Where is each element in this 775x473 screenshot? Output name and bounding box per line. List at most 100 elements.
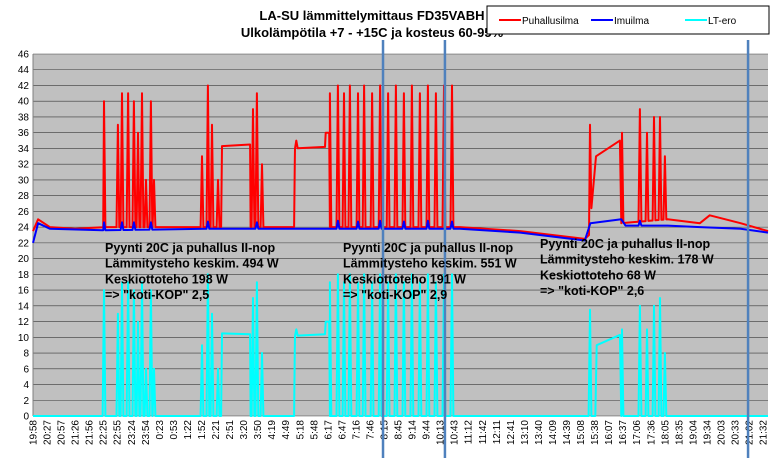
- annotation-text: => "koti-KOP" 2,9: [343, 288, 447, 302]
- y-tick-label: 46: [18, 50, 30, 61]
- y-tick-label: 42: [18, 81, 30, 92]
- x-tick-label: 22:25: [99, 420, 110, 445]
- x-tick-label: 15:38: [590, 420, 601, 445]
- x-tick-label: 14:39: [562, 420, 573, 445]
- x-tick-label: 3:20: [239, 420, 250, 440]
- y-tick-label: 24: [18, 223, 30, 234]
- legend: Puhallusilma Imuilma LT-ero: [486, 5, 770, 35]
- x-tick-label: 2:51: [225, 420, 236, 440]
- y-tick-label: 16: [18, 286, 30, 297]
- x-tick-label: 18:05: [660, 420, 671, 445]
- x-tick-label: 20:33: [731, 420, 742, 445]
- x-tick-label: 15:08: [576, 420, 587, 445]
- annotation-text: Pyynti 20C ja puhallus II-nop: [540, 237, 711, 251]
- x-tick-label: 7:46: [365, 420, 376, 440]
- marker-lines: [381, 40, 750, 458]
- y-tick-label: 44: [18, 65, 30, 76]
- x-tick-label: 7:16: [351, 420, 362, 440]
- x-tick-label: 12:11: [492, 420, 503, 445]
- y-tick-label: 20: [18, 254, 30, 265]
- x-tick-label: 21:26: [71, 420, 82, 445]
- y-tick-label: 38: [18, 112, 30, 123]
- series-line-imuilma: [32, 218, 769, 244]
- annotations: Pyynti 20C ja puhallus II-nop Lämmitysteh…: [105, 237, 714, 302]
- x-tick-label: 1:22: [183, 420, 194, 440]
- y-tick-label: 32: [18, 160, 30, 171]
- x-tick-label: 22:55: [113, 420, 124, 445]
- gridlines: [32, 53, 768, 417]
- chart-subtitle: Ulkolämpötila +7 - +15C ja kosteus 60-95…: [241, 25, 504, 40]
- x-tick-label: 17:36: [646, 420, 657, 445]
- annotation-text: Lämmitysteho keskim. 178 W: [540, 253, 714, 267]
- y-tick-label: 0: [23, 412, 29, 423]
- y-tick-label: 4: [23, 380, 29, 391]
- legend-box: [486, 5, 770, 35]
- x-tick-label: 6:17: [323, 420, 334, 440]
- y-tick-label: 14: [18, 301, 30, 312]
- annotation-text: Keskiottoteho 198 W: [105, 272, 228, 286]
- chart-title: LA-SU lämmittelymittaus FD35VABH: [259, 8, 484, 23]
- x-tick-label: 19:04: [688, 420, 699, 445]
- x-tick-label: 5:48: [309, 420, 320, 440]
- x-tick-label: 9:14: [408, 420, 419, 440]
- x-tick-label: 11:42: [478, 420, 489, 445]
- series-line-lt-ero: [33, 273, 768, 417]
- x-tick-label: 4:49: [281, 420, 292, 440]
- y-tick-label: 18: [18, 270, 30, 281]
- x-tick-label: 0:23: [155, 420, 166, 440]
- y-tick-label: 8: [23, 349, 29, 360]
- annotation-block: Pyynti 20C ja puhallus II-nop Lämmitysteh…: [105, 241, 279, 302]
- annotation-text: Pyynti 20C ja puhallus II-nop: [105, 241, 276, 255]
- y-tick-label: 22: [18, 238, 30, 249]
- x-tick-label: 19:58: [29, 420, 40, 445]
- x-tick-label: 20:57: [57, 420, 68, 445]
- x-tick-label: 4:19: [267, 420, 278, 440]
- y-tick-label: 2: [23, 396, 29, 407]
- plot-area: [33, 54, 768, 416]
- legend-label-lt-ero: LT-ero: [708, 16, 737, 27]
- legend-label-imuilma: Imuilma: [614, 16, 649, 27]
- y-tick-label: 28: [18, 191, 30, 202]
- y-tick-label: 40: [18, 97, 30, 108]
- annotation-text: Lämmitysteho keskim. 551 W: [343, 257, 517, 271]
- y-tick-label: 36: [18, 128, 30, 139]
- annotation-text: Keskiottoteho 191 W: [343, 272, 466, 286]
- y-tick-label: 26: [18, 207, 30, 218]
- y-axis-ticks: 0246810121416182022242628303234363840424…: [18, 50, 30, 423]
- x-tick-label: 18:35: [674, 420, 685, 445]
- y-tick-label: 6: [23, 364, 29, 375]
- annotation-text: Lämmitysteho keskim. 494 W: [105, 257, 279, 271]
- x-tick-label: 9:44: [422, 420, 433, 440]
- x-tick-label: 13:10: [520, 420, 531, 445]
- x-tick-label: 8:45: [394, 420, 405, 440]
- x-tick-label: 20:27: [43, 420, 54, 445]
- x-tick-label: 10:13: [436, 420, 447, 445]
- x-tick-label: 20:03: [716, 420, 727, 445]
- annotation-text: Keskiottoteho 68 W: [540, 268, 656, 282]
- x-tick-label: 19:34: [702, 420, 713, 445]
- series-lines: [32, 84, 769, 417]
- x-tick-label: 23:54: [141, 420, 152, 445]
- x-tick-label: 2:21: [211, 420, 222, 440]
- x-tick-label: 21:02: [745, 420, 756, 445]
- x-tick-label: 13:40: [534, 420, 545, 445]
- x-tick-label: 23:24: [127, 420, 138, 445]
- x-tick-label: 0:53: [169, 420, 180, 440]
- x-tick-label: 8:15: [380, 420, 391, 440]
- x-tick-label: 11:12: [464, 420, 475, 445]
- x-axis-ticks: 19:58 20:27 20:57 21:26 21:56 22:25 22:55 23:24…: [29, 420, 770, 445]
- x-tick-label: 6:47: [337, 420, 348, 440]
- x-tick-label: 3:50: [253, 420, 264, 440]
- x-tick-label: 17:06: [632, 420, 643, 445]
- y-tick-label: 30: [18, 175, 30, 186]
- legend-label-puhallusilma: Puhallusilma: [522, 16, 579, 27]
- x-tick-label: 1:52: [197, 420, 208, 440]
- x-tick-label: 16:07: [604, 420, 615, 445]
- y-tick-label: 12: [18, 317, 30, 328]
- x-tick-label: 12:41: [506, 420, 517, 445]
- series-line-puhallusilma: [32, 84, 769, 240]
- annotation-block: Pyynti 20C ja puhallus II-nop Lämmitysteh…: [343, 241, 517, 302]
- x-tick-label: 10:43: [450, 420, 461, 445]
- x-tick-label: 16:37: [618, 420, 629, 445]
